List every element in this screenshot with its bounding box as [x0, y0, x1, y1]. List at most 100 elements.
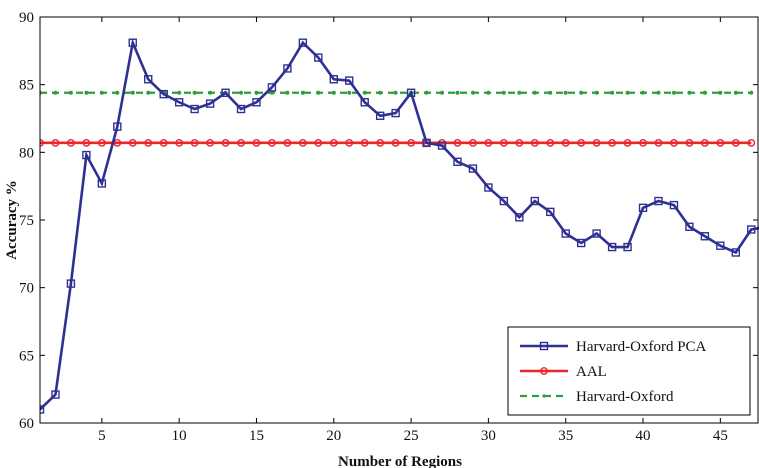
- data-point: [638, 203, 648, 213]
- data-point: [718, 90, 723, 95]
- data-point: [453, 157, 462, 167]
- data-point: [670, 138, 678, 147]
- data-point: [190, 104, 199, 114]
- data-point: [128, 38, 137, 47]
- data-point: [360, 138, 369, 147]
- data-point: [159, 138, 168, 147]
- data-point: [82, 138, 91, 147]
- data-point: [546, 138, 555, 147]
- data-point: [252, 98, 261, 107]
- axes: 5 10 15 20 25 30 35 40 45 60 65 70 75 80 85 90 Number of…: [4, 10, 759, 468]
- data-point: [82, 150, 91, 160]
- data-point: [360, 98, 369, 107]
- data-point: [685, 222, 694, 231]
- data-point: [453, 138, 462, 147]
- data-point: [236, 104, 246, 114]
- data-point: [206, 138, 214, 147]
- data-point: [252, 138, 261, 147]
- data-point: [468, 164, 478, 173]
- data-point: [702, 90, 707, 95]
- data-point: [716, 241, 725, 250]
- data-point: [314, 138, 323, 147]
- data-point: [484, 183, 493, 192]
- y-tick-label: 65: [19, 348, 34, 364]
- data-point: [731, 248, 741, 257]
- legend: Harvard-Oxford PCA AAL Harvard-Oxford: [507, 326, 751, 416]
- data-point: [608, 138, 617, 147]
- x-tick-label: 20: [326, 428, 341, 444]
- data-point: [499, 196, 509, 206]
- data-point: [592, 229, 601, 238]
- data-point: [208, 90, 213, 95]
- y-tick-label: 60: [19, 416, 34, 432]
- data-point: [239, 90, 244, 95]
- data-point: [700, 232, 710, 241]
- data-point: [391, 138, 400, 147]
- data-point: [376, 138, 385, 147]
- data-point: [499, 138, 508, 147]
- x-tick-label: 30: [481, 428, 496, 444]
- data-point: [298, 38, 308, 47]
- data-point: [283, 64, 292, 73]
- data-point: [66, 279, 76, 288]
- x-tick-label: 45: [713, 428, 728, 444]
- y-axis-title: Accuracy %: [4, 180, 20, 260]
- data-point: [610, 90, 615, 95]
- data-point: [144, 75, 153, 84]
- data-point: [623, 242, 632, 252]
- data-point: [130, 90, 135, 95]
- data-point: [422, 138, 431, 148]
- data-point: [561, 138, 570, 147]
- data-point: [393, 90, 398, 95]
- y-tick-label: 90: [19, 10, 34, 26]
- data-point: [576, 238, 586, 248]
- x-tick-label: 15: [249, 428, 264, 444]
- data-point: [221, 138, 230, 147]
- data-point: [391, 108, 400, 118]
- data-point: [375, 111, 385, 120]
- data-point: [205, 99, 215, 108]
- data-point: [579, 90, 584, 95]
- data-point: [174, 98, 184, 107]
- x-tick-label: 5: [98, 428, 106, 444]
- data-point: [716, 138, 725, 147]
- data-point: [470, 90, 475, 95]
- data-point: [68, 90, 73, 95]
- data-point: [362, 90, 367, 95]
- data-point: [515, 138, 524, 147]
- data-point: [267, 83, 277, 92]
- data-point: [625, 90, 630, 95]
- data-point: [607, 242, 617, 252]
- data-point: [563, 90, 568, 95]
- y-tick-label: 85: [19, 78, 34, 94]
- data-point: [671, 90, 676, 95]
- data-point: [254, 90, 259, 95]
- data-point: [501, 90, 506, 95]
- data-point: [530, 196, 539, 206]
- data-point: [113, 122, 122, 131]
- data-point: [331, 90, 336, 95]
- data-point: [532, 90, 537, 95]
- data-point: [99, 90, 104, 95]
- data-point: [329, 138, 338, 147]
- data-point: [747, 225, 756, 234]
- data-point: [144, 138, 153, 147]
- data-point: [192, 90, 197, 95]
- data-point: [654, 138, 663, 147]
- data-point: [268, 138, 276, 147]
- data-point: [146, 90, 151, 95]
- data-point: [269, 90, 274, 95]
- data-point: [300, 90, 305, 95]
- x-tick-label: 10: [172, 428, 187, 444]
- legend-label: AAL: [576, 364, 607, 380]
- data-point: [283, 138, 292, 147]
- legend-marker: [540, 367, 548, 375]
- data-point: [51, 138, 60, 147]
- legend-label: Harvard-Oxford PCA: [576, 339, 707, 355]
- data-point: [298, 138, 307, 147]
- data-point: [159, 89, 168, 99]
- data-point: [221, 88, 230, 97]
- data-point: [437, 141, 447, 150]
- data-point: [486, 90, 491, 95]
